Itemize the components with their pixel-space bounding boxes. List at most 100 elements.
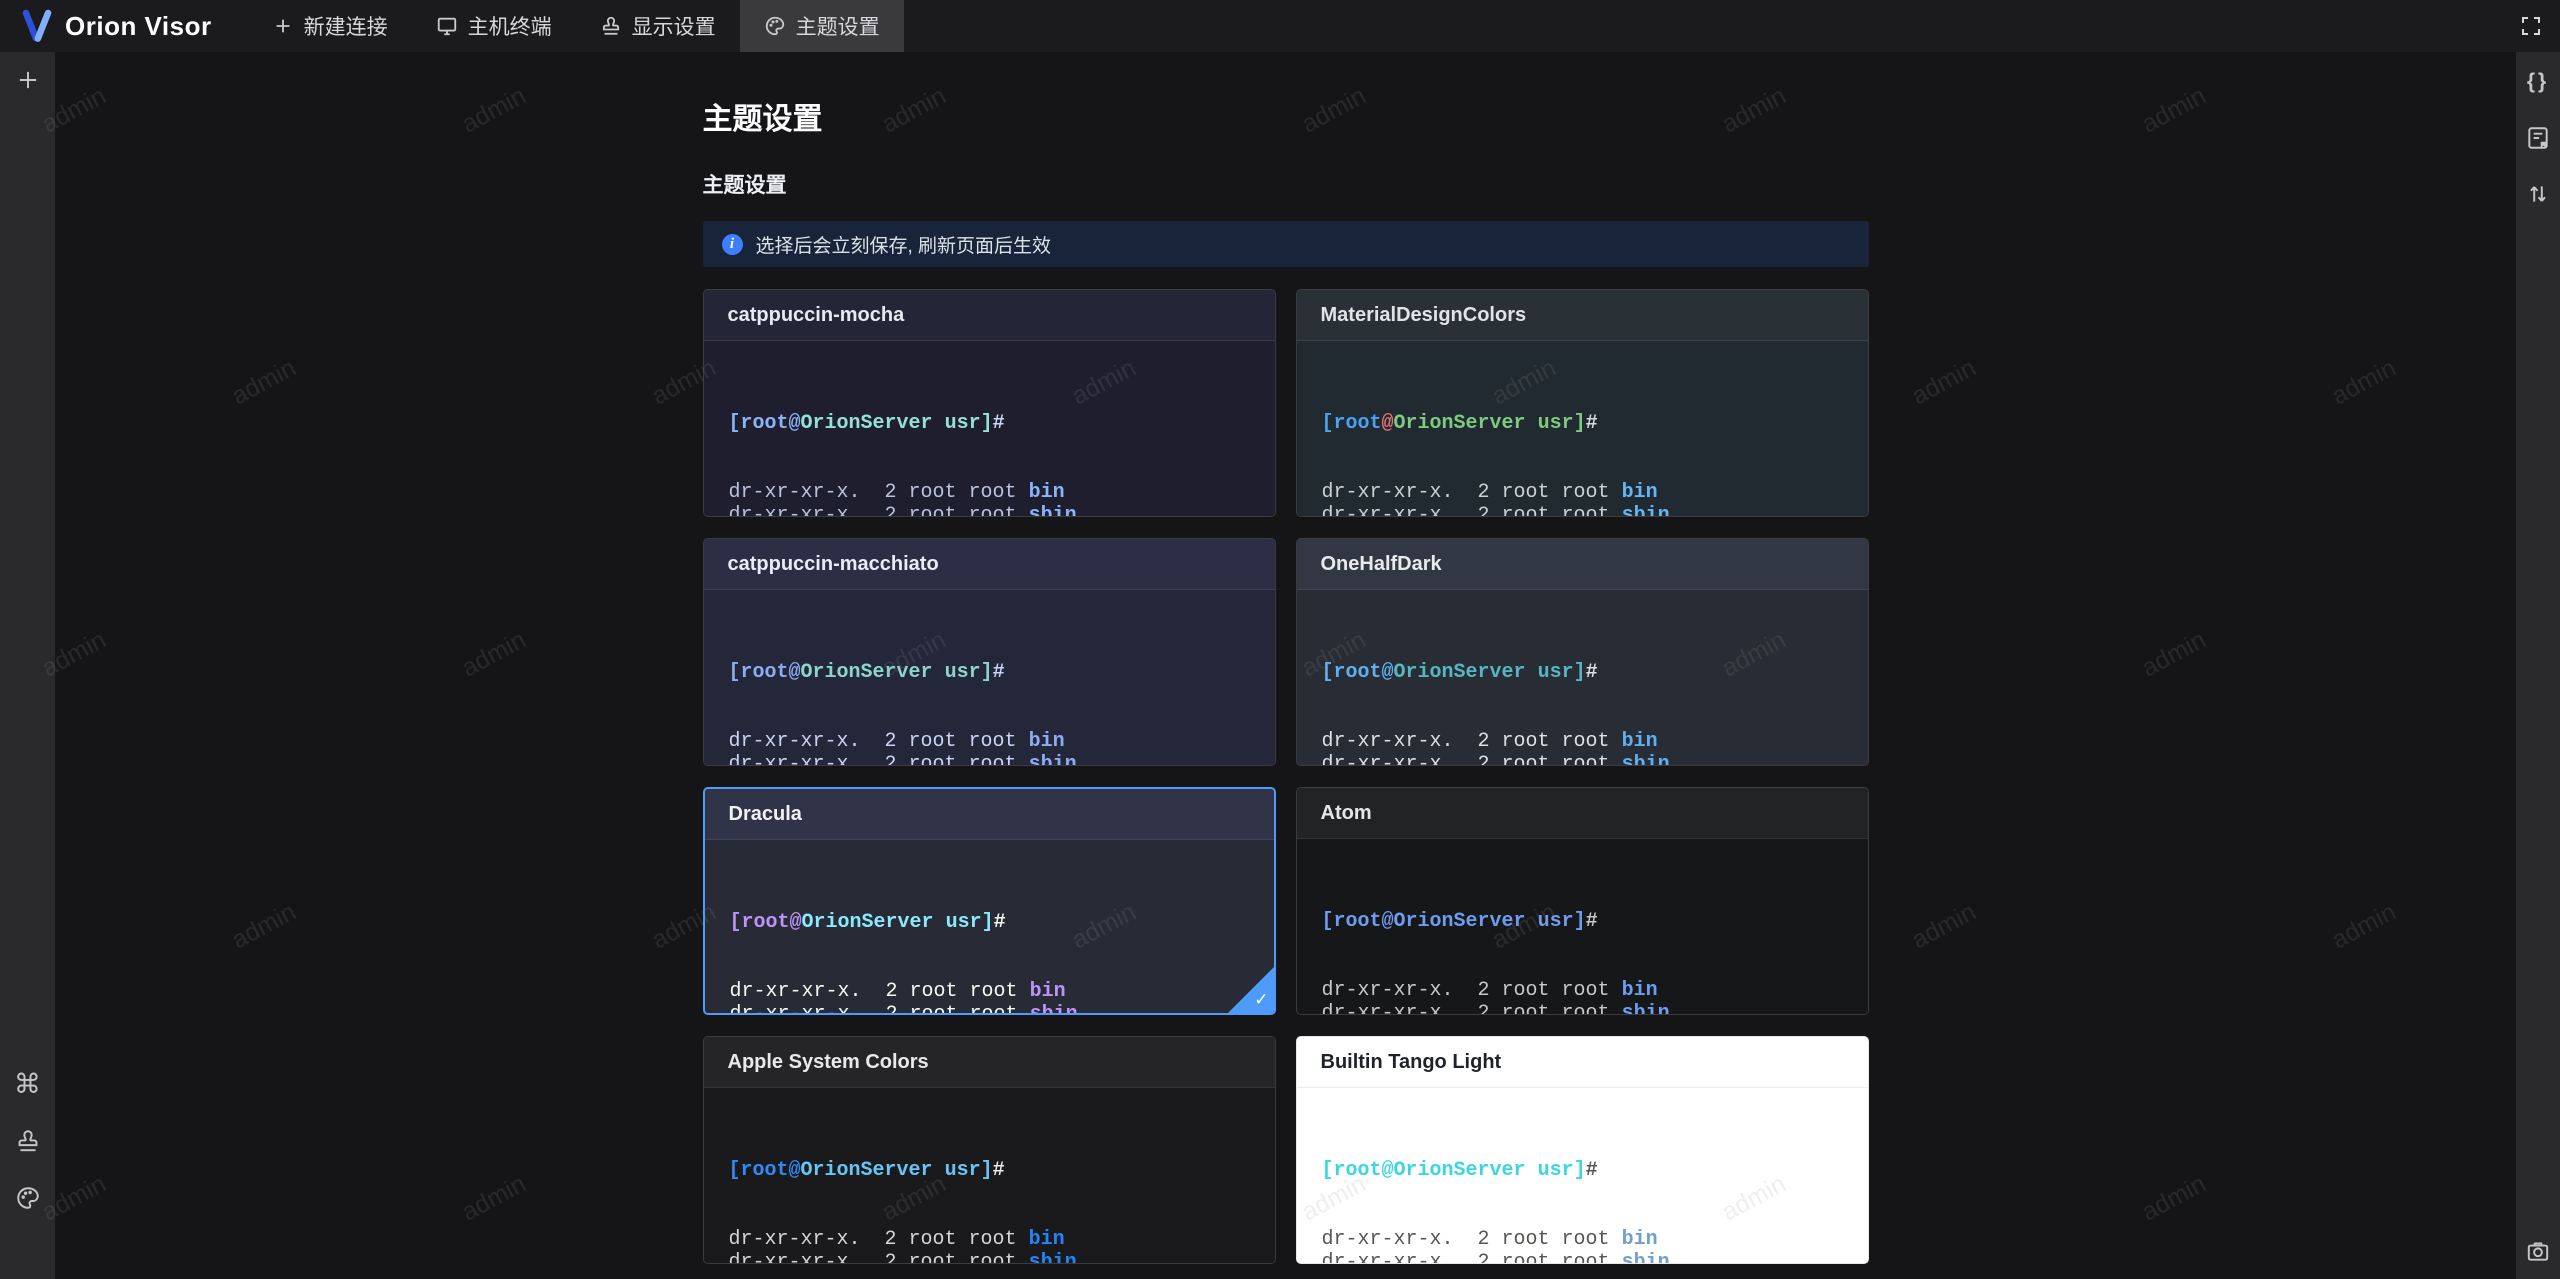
info-banner: 选择后会立刻保存, 刷新页面后生效 <box>702 221 1869 267</box>
terminal-line: dr-xr-xr-x. 2 root root sbin <box>728 1251 1077 1264</box>
terminal-prompt-line: [root@OrionServer usr]# <box>728 1159 1005 1182</box>
main-nav: 新建连接 主机终端 显示设置 主题设置 <box>248 0 904 52</box>
theme-name: MaterialDesignColors <box>1320 303 1527 326</box>
section-title: 主题设置 <box>702 174 787 197</box>
palette-icon <box>765 16 784 36</box>
theme-card[interactable]: Apple System Colors [root@OrionServer us… <box>702 1036 1276 1264</box>
terminal-line: dr-xr-xr-x. 2 root root bin <box>729 980 1066 1003</box>
theme-card-header: OneHalfDark <box>1296 539 1868 590</box>
terminal-line: dr-xr-xr-x. 2 root root sbin <box>1321 1251 1670 1264</box>
terminal-line: dr-xr-xr-x. 2 root root bin <box>728 1228 1065 1251</box>
theme-card-header: Dracula <box>704 789 1274 840</box>
theme-settings-button[interactable] <box>13 1183 43 1213</box>
terminal-prompt-line: [root@OrionServer usr]# <box>728 661 1005 684</box>
terminal-prompt-line: [root@OrionServer usr]# <box>1321 661 1598 684</box>
terminal-preview: [root@OrionServer usr]# dr-xr-xr-x. 2 ro… <box>703 590 1275 766</box>
theme-name: Atom <box>1320 801 1372 824</box>
braces-icon: {} <box>2526 70 2550 93</box>
nav-item-label: 主题设置 <box>795 16 880 39</box>
theme-card-header: MaterialDesignColors <box>1296 290 1868 341</box>
theme-card[interactable]: catppuccin-macchiato [root@OrionServer u… <box>702 538 1276 766</box>
app-logo: Orion Visor <box>0 9 212 43</box>
nav-item-theme-settings[interactable]: 主题设置 <box>739 0 904 52</box>
nav-item-label: 显示设置 <box>631 16 716 39</box>
terminal-prompt-line: [root@OrionServer usr]# <box>1321 910 1598 933</box>
nav-item-display-settings[interactable]: 显示设置 <box>576 0 740 52</box>
terminal-prompt-line: [root@OrionServer usr]# <box>729 911 1006 934</box>
stamp-icon <box>602 16 619 35</box>
screenshot-button[interactable] <box>2523 1236 2553 1266</box>
theme-name: Builtin Tango Light <box>1320 1050 1502 1073</box>
theme-name: Dracula <box>728 802 802 825</box>
nav-item-label: 新建连接 <box>303 16 388 39</box>
transfer-button[interactable] <box>2523 179 2553 209</box>
terminal-line: dr-xr-xr-x. 2 root root bin <box>728 481 1065 504</box>
theme-card-header: Apple System Colors <box>703 1037 1275 1088</box>
stamp-icon <box>18 1130 37 1152</box>
terminal-line: dr-xr-xr-x. 2 root root sbin <box>1321 504 1670 517</box>
theme-name: OneHalfDark <box>1320 552 1442 575</box>
terminal-line: dr-xr-xr-x. 2 root root sbin <box>728 753 1077 766</box>
theme-card[interactable]: OneHalfDark [root@OrionServer usr]# dr-x… <box>1295 538 1869 766</box>
snippets-button[interactable]: {} <box>2523 67 2553 97</box>
theme-name: catppuccin-macchiato <box>727 552 939 575</box>
terminal-preview: [root@OrionServer usr]# dr-xr-xr-x. 2 ro… <box>1296 590 1868 766</box>
terminal-line: dr-xr-xr-x. 2 root root sbin <box>1321 1002 1670 1015</box>
terminal-preview: [root@OrionServer usr]# dr-xr-xr-x. 2 ro… <box>1296 839 1868 1015</box>
info-icon <box>721 233 743 255</box>
terminal-preview: [root@OrionServer usr]# dr-xr-xr-x. 2 ro… <box>1296 341 1868 517</box>
theme-name: catppuccin-mocha <box>727 303 905 326</box>
terminal-preview: [root@OrionServer usr]# dr-xr-xr-x. 2 ro… <box>703 1088 1275 1264</box>
terminal-line: dr-xr-xr-x. 2 root root bin <box>728 730 1065 753</box>
nav-item-new-connection[interactable]: 新建连接 <box>248 0 412 52</box>
theme-card[interactable]: Builtin Tango Light [root@OrionServer us… <box>1295 1036 1869 1264</box>
info-banner-text: 选择后会立刻保存, 刷新页面后生效 <box>755 235 1052 257</box>
page-title: 主题设置 <box>702 103 823 136</box>
orion-visor-logo-icon <box>22 9 52 42</box>
terminal-preview: [root@OrionServer usr]# dr-xr-xr-x. 2 ro… <box>704 840 1274 1015</box>
fullscreen-icon <box>2522 17 2540 35</box>
theme-name: Apple System Colors <box>727 1050 929 1073</box>
nav-item-host-terminal[interactable]: 主机终端 <box>412 0 576 52</box>
terminal-line: dr-xr-xr-x. 2 root root sbin <box>1321 753 1670 766</box>
topbar: Orion Visor 新建连接 主机终端 显示设置 主题设置 <box>0 0 2560 52</box>
terminal-prompt-line: [root@OrionServer usr]# <box>1321 412 1598 435</box>
plus-icon <box>276 19 290 33</box>
right-sidebar: {} <box>2516 52 2560 1279</box>
theme-card[interactable]: Atom [root@OrionServer usr]# dr-xr-xr-x.… <box>1295 787 1869 1015</box>
terminal-line: dr-xr-xr-x. 2 root root bin <box>1321 979 1658 1002</box>
fullscreen-button[interactable] <box>2502 0 2560 52</box>
app-title: Orion Visor <box>65 10 212 41</box>
left-sidebar: ⌘ <box>0 52 55 1279</box>
command-icon: ⌘ <box>14 1068 41 1100</box>
plus-icon <box>19 71 36 89</box>
selected-check-icon: ✓ <box>1254 990 1269 1009</box>
add-tab-button[interactable] <box>13 65 43 95</box>
terminal-preview: [root@OrionServer usr]# dr-xr-xr-x. 2 ro… <box>1296 1088 1868 1264</box>
nav-item-label: 主机终端 <box>467 16 552 39</box>
doc-bookmark-icon <box>2528 127 2548 149</box>
display-settings-button[interactable] <box>13 1126 43 1156</box>
selected-corner <box>1227 967 1274 1013</box>
terminal-prompt-line: [root@OrionServer usr]# <box>728 412 1005 435</box>
theme-card[interactable]: MaterialDesignColors [root@OrionServer u… <box>1295 289 1869 517</box>
terminal-prompt-line: [root@OrionServer usr]# <box>1321 1159 1598 1182</box>
terminal-line: dr-xr-xr-x. 2 root root sbin <box>728 504 1077 517</box>
command-doc-button[interactable] <box>2523 123 2553 153</box>
main-content: 主题设置 主题设置 选择后会立刻保存, 刷新页面后生效 catppuccin-m… <box>55 52 2516 1279</box>
theme-card-header: catppuccin-macchiato <box>703 539 1275 590</box>
sort-arrows-icon <box>2530 186 2546 202</box>
theme-card-header: catppuccin-mocha <box>703 290 1275 341</box>
palette-icon <box>16 1187 39 1209</box>
shortcut-keys-button[interactable]: ⌘ <box>13 1069 43 1099</box>
terminal-line: dr-xr-xr-x. 2 root root bin <box>1321 730 1658 753</box>
theme-card[interactable]: catppuccin-mocha [root@OrionServer usr]#… <box>702 289 1276 517</box>
theme-card-header: Atom <box>1296 788 1868 839</box>
terminal-line: dr-xr-xr-x. 2 root root bin <box>1321 1228 1658 1251</box>
theme-card[interactable]: Dracula [root@OrionServer usr]# dr-xr-xr… <box>702 787 1276 1015</box>
terminal-preview: [root@OrionServer usr]# dr-xr-xr-x. 2 ro… <box>703 341 1275 517</box>
terminal-line: dr-xr-xr-x. 2 root root sbin <box>729 1003 1078 1015</box>
theme-card-header: Builtin Tango Light <box>1296 1037 1868 1088</box>
terminal-line: dr-xr-xr-x. 2 root root bin <box>1321 481 1658 504</box>
terminal-monitor-icon <box>437 17 456 36</box>
